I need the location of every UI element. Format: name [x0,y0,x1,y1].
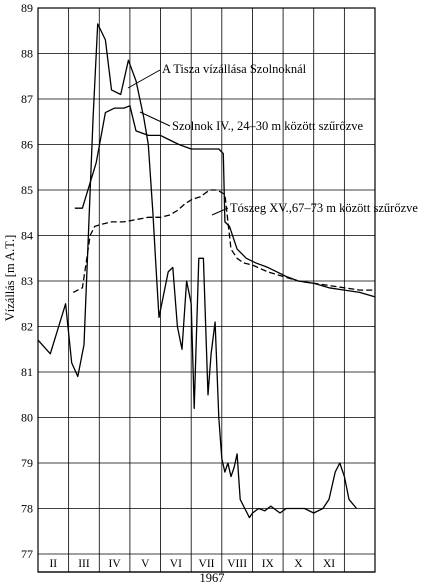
month-label: IV [109,558,122,570]
y-tick-label: 78 [21,502,33,516]
annotation-label: Szolnok IV., 24–30 m között szűrőzve [172,119,364,133]
month-label: V [141,558,150,570]
month-label: III [78,558,90,570]
month-label: IX [262,558,275,570]
y-axis-label: Vízállás [m A.T.] [3,235,17,322]
series-lines [37,23,376,519]
month-label: VIII [227,558,247,570]
month-label: VII [199,558,215,570]
y-tick-label: 77 [21,547,33,561]
y-tick-label: 79 [21,456,33,470]
series-line-0 [37,23,358,519]
month-labels: II III IV V VI VII VIII IX X XI [49,558,335,570]
annotations: A Tisza vízállása Szolnoknál Szolnok IV.,… [127,62,418,216]
annotation-leader [127,69,161,89]
annotation-leader [211,207,229,216]
y-tick-label: 84 [21,229,33,243]
grid [37,7,376,573]
plot-frame [37,7,376,573]
annotation-label: Tószeg XV.,67–73 m között szűrőzve [230,201,418,215]
y-tick-label: 81 [21,365,33,379]
y-tick-label: 87 [21,92,33,106]
month-label: X [294,558,303,570]
annotation-leader [139,111,171,127]
x-axis-label: 1967 [200,571,225,585]
y-tick-label: 85 [21,183,33,197]
y-tick-label: 80 [21,411,33,425]
month-label: XI [323,558,335,570]
series-line-2 [72,189,375,293]
y-tick-label: 88 [21,47,33,61]
y-tick-label: 89 [21,1,33,15]
y-tick-labels: 77 78 79 80 81 82 83 84 85 86 87 88 89 [21,1,33,561]
y-tick-label: 83 [21,274,33,288]
y-tick-label: 82 [21,320,33,334]
y-tick-label: 86 [21,138,33,152]
month-label: II [49,558,57,570]
month-label: VI [170,558,182,570]
series-line-1 [74,105,376,298]
annotation-label: A Tisza vízállása Szolnoknál [162,62,307,76]
